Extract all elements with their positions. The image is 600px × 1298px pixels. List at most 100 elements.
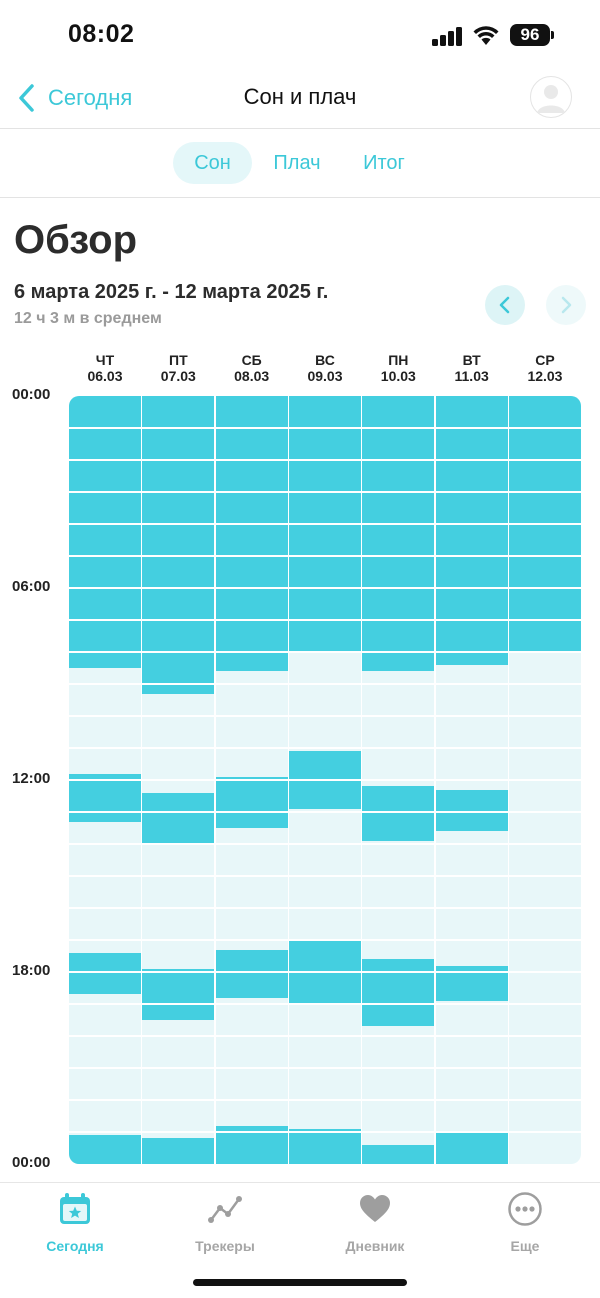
hour-gridline	[69, 907, 581, 909]
sleep-segment[interactable]	[69, 773, 141, 822]
y-tick-label: 00:00	[12, 386, 51, 403]
tabbar-item-trackers[interactable]: Трекеры	[170, 1191, 280, 1254]
tabbar-item-diary[interactable]: Дневник	[320, 1191, 430, 1254]
sleep-segment[interactable]	[362, 959, 435, 1027]
hour-gridline	[69, 523, 581, 525]
sleep-segment[interactable]	[435, 396, 508, 665]
chevron-right-icon	[561, 296, 572, 314]
overview-title: Обзор	[14, 218, 138, 262]
sleep-segment[interactable]	[215, 776, 288, 828]
sleep-segment[interactable]	[215, 949, 288, 998]
hour-gridline	[69, 1131, 581, 1133]
hour-gridline	[69, 747, 581, 749]
bottom-tab-bar: Сегодня Трекеры Дневник Еще	[0, 1182, 600, 1298]
y-tick-label: 06:00	[12, 578, 51, 595]
status-bar: 08:02 96	[0, 0, 600, 70]
chevron-left-icon	[19, 84, 34, 112]
sleep-segment[interactable]	[69, 1135, 141, 1164]
next-week-button[interactable]	[546, 285, 586, 325]
sleep-segment[interactable]	[362, 786, 435, 841]
y-tick-label: 00:00	[12, 1154, 51, 1171]
day-column-header: ЧТ 06.03	[69, 352, 141, 384]
back-button-label: Сегодня	[48, 85, 133, 110]
day-weekday: ЧТ	[95, 352, 115, 368]
battery-level: 96	[510, 24, 550, 46]
hour-gridline	[69, 1099, 581, 1101]
sleep-segment[interactable]	[69, 396, 141, 668]
tabbar-item-more[interactable]: Еще	[470, 1191, 580, 1254]
hour-gridline	[69, 715, 581, 717]
day-date: 07.03	[160, 368, 196, 384]
day-weekday: ПТ	[169, 352, 188, 368]
previous-week-button[interactable]	[485, 285, 525, 325]
day-column-header: ВС 09.03	[289, 352, 361, 384]
hour-gridline	[69, 683, 581, 685]
hour-gridline	[69, 1067, 581, 1069]
more-dots-icon	[508, 1192, 542, 1226]
hour-gridline	[69, 555, 581, 557]
day-date: 06.03	[87, 368, 123, 384]
y-tick-label: 12:00	[12, 770, 51, 787]
day-weekday: ВС	[315, 352, 335, 368]
sleep-segment[interactable]	[142, 968, 215, 1020]
day-weekday: ПН	[388, 352, 409, 368]
tabbar-item-today[interactable]: Сегодня	[20, 1191, 130, 1254]
hour-gridline	[69, 427, 581, 429]
hour-gridline	[69, 587, 581, 589]
day-column-header: СБ 08.03	[216, 352, 288, 384]
sleep-segment[interactable]	[362, 396, 435, 672]
sleep-segment[interactable]	[215, 396, 288, 672]
sleep-segment[interactable]	[288, 1128, 361, 1164]
status-time: 08:02	[68, 20, 135, 48]
day-column-header: СР 12.03	[509, 352, 581, 384]
date-range: 6 марта 2025 г. - 12 марта 2025 г.	[14, 281, 329, 303]
hour-gridline	[69, 811, 581, 813]
hour-gridline	[69, 779, 581, 781]
hour-gridline	[69, 459, 581, 461]
heart-icon	[360, 1195, 390, 1222]
average-sleep: 12 ч 3 м в среднем	[14, 310, 162, 327]
day-weekday: СБ	[241, 352, 262, 368]
hour-gridline	[69, 619, 581, 621]
hour-gridline	[69, 971, 581, 973]
day-date: 08.03	[234, 368, 270, 384]
day-date: 10.03	[380, 368, 416, 384]
sleep-segment[interactable]	[142, 792, 215, 844]
chart-plot-area	[69, 396, 581, 1164]
tab-sleep[interactable]: Сон	[173, 142, 252, 184]
tabbar-label: Дневник	[345, 1238, 405, 1254]
page-title: Сон и плач	[243, 84, 357, 109]
y-tick-label: 18:00	[12, 962, 51, 979]
segment-tabs: Сон Плач Итог	[0, 128, 600, 198]
wifi-icon	[473, 26, 499, 45]
calendar-star-icon	[60, 1193, 90, 1224]
tab-crying[interactable]: Плач	[273, 152, 321, 174]
avatar[interactable]	[530, 76, 572, 118]
hour-gridline	[69, 875, 581, 877]
profile-icon	[537, 85, 565, 113]
sleep-segment[interactable]	[142, 396, 215, 694]
hour-gridline	[69, 651, 581, 653]
day-date: 11.03	[454, 368, 489, 384]
hour-gridline	[69, 843, 581, 845]
trend-line-icon	[208, 1196, 242, 1223]
sleep-segment[interactable]	[69, 952, 141, 995]
hour-gridline	[69, 939, 581, 941]
sleep-segment[interactable]	[362, 1144, 435, 1164]
sleep-segment[interactable]	[435, 1132, 508, 1164]
cellular-signal-icon	[432, 26, 464, 46]
day-date: 09.03	[307, 368, 343, 384]
back-button[interactable]: Сегодня	[16, 80, 132, 116]
sleep-segment[interactable]	[142, 1138, 215, 1164]
day-column-header: ПН 10.03	[362, 352, 434, 384]
hour-gridline	[69, 491, 581, 493]
day-column-header: ПТ 07.03	[142, 352, 214, 384]
tabbar-label: Трекеры	[195, 1238, 255, 1254]
day-weekday: ВТ	[462, 352, 481, 368]
hour-gridline	[69, 1035, 581, 1037]
tabbar-label: Еще	[510, 1238, 540, 1254]
tab-summary[interactable]: Итог	[363, 152, 405, 174]
chevron-left-icon	[499, 296, 510, 314]
sleep-segment[interactable]	[435, 789, 508, 832]
hour-gridline	[69, 1003, 581, 1005]
